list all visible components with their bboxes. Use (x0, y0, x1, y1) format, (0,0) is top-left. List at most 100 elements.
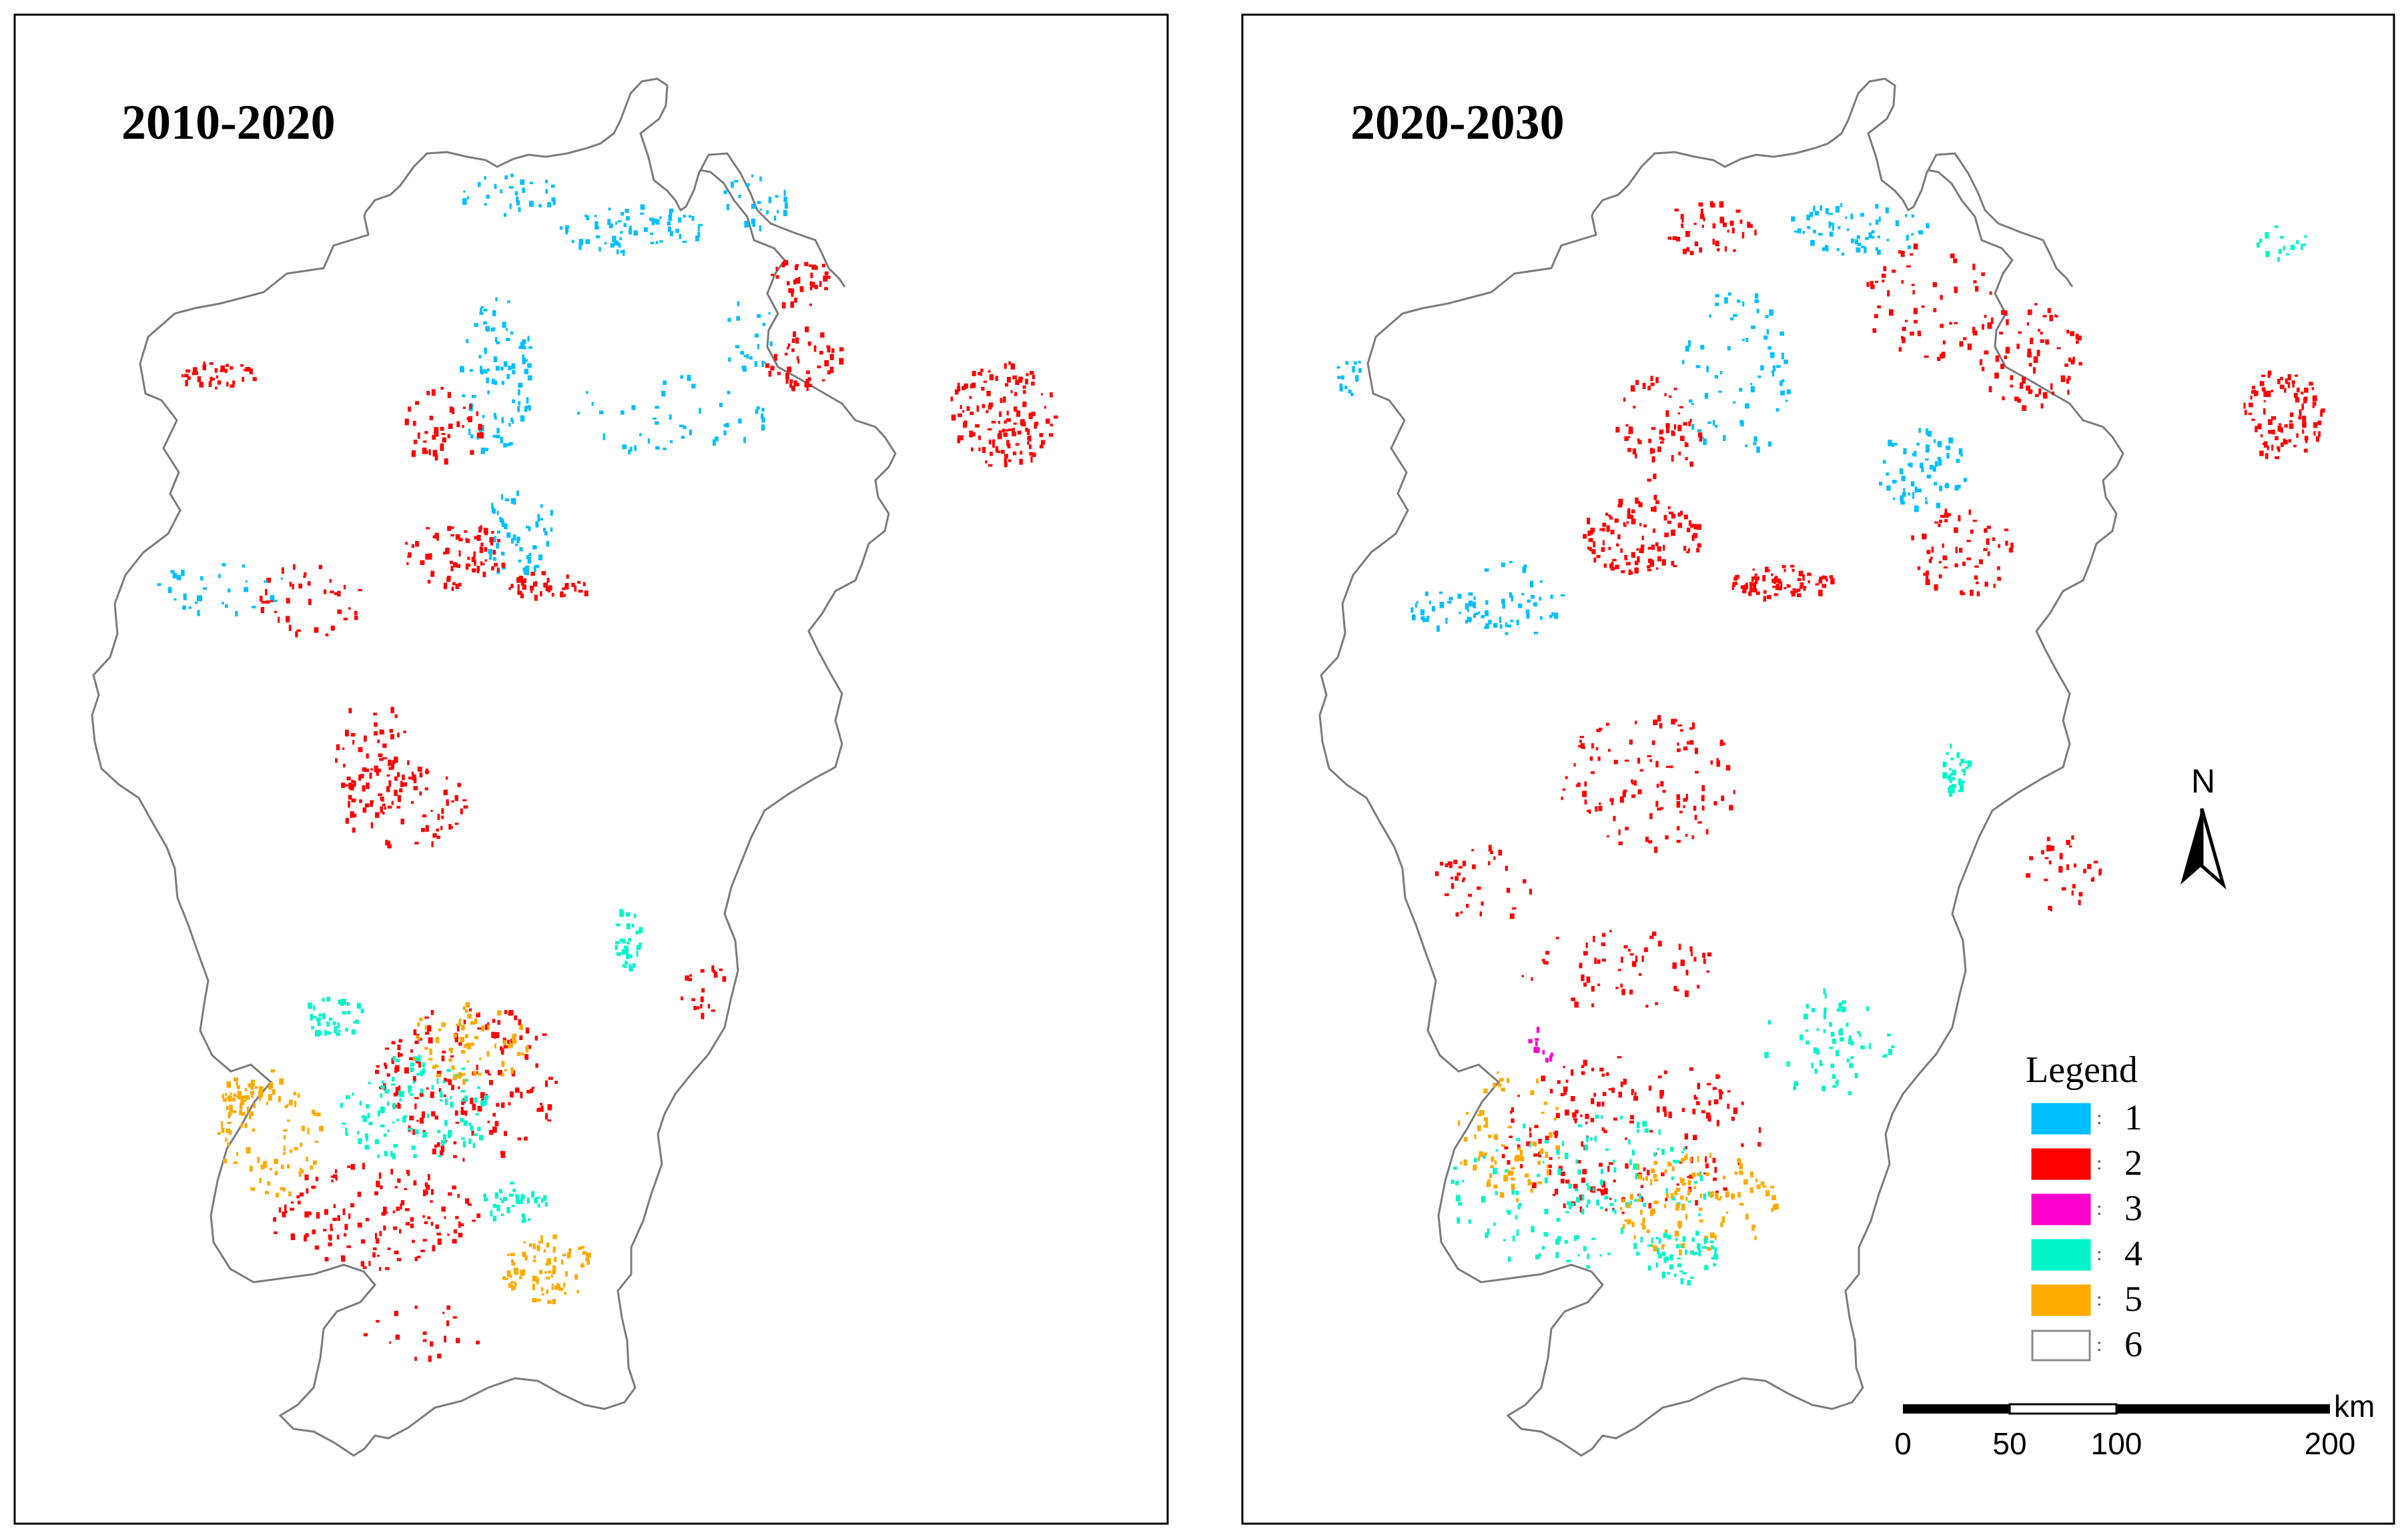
change-pixel (388, 759, 392, 766)
change-pixel (462, 1079, 466, 1085)
change-pixel (1829, 1047, 1834, 1049)
legend-separator: : (2096, 1243, 2102, 1265)
change-pixel (700, 969, 705, 973)
change-pixel (221, 1121, 224, 1128)
change-pixel (1754, 1235, 1757, 1240)
change-pixel (1648, 438, 1651, 444)
change-pixel (511, 1037, 516, 1041)
change-pixel (1733, 790, 1735, 795)
change-pixel (663, 380, 667, 385)
change-pixel (1704, 393, 1709, 399)
change-pixel (1889, 309, 1894, 316)
change-pixel (290, 1201, 294, 1204)
change-pixel (470, 450, 474, 455)
change-pixel (1635, 1173, 1638, 1179)
change-pixel (424, 1016, 429, 1019)
change-pixel (1503, 1239, 1506, 1241)
change-pixel (659, 240, 663, 243)
change-pixel (400, 819, 404, 825)
change-pixel (766, 209, 769, 215)
change-pixel (517, 406, 520, 412)
change-pixel (1487, 1228, 1490, 1235)
change-pixel (1543, 1101, 1548, 1105)
change-pixel (1633, 1163, 1637, 1170)
change-pixel (392, 1056, 396, 1061)
change-pixel (2285, 253, 2289, 255)
change-pixel (1608, 748, 1611, 752)
change-pixel (1655, 1237, 1659, 1239)
change-pixel (538, 1241, 543, 1244)
change-pixel (236, 1085, 240, 1089)
change-pixel (1629, 1159, 1632, 1165)
change-pixel (2248, 412, 2253, 416)
change-pixel (2054, 314, 2057, 318)
change-pixel (1637, 757, 1641, 764)
change-pixel (1659, 1089, 1664, 1096)
change-pixel (1041, 440, 1046, 445)
change-pixel (377, 1254, 380, 1257)
change-pixel (534, 594, 538, 601)
change-pixel (335, 758, 338, 763)
change-pixel (1515, 1215, 1518, 1219)
change-pixel (449, 406, 454, 413)
change-pixel (1657, 546, 1661, 552)
change-pixel (1595, 1114, 1599, 1119)
change-pixel (1621, 570, 1625, 574)
change-pixel (1682, 360, 1685, 364)
change-pixel (1665, 410, 1669, 417)
change-pixel (791, 385, 795, 392)
change-pixel (494, 562, 498, 567)
change-pixel (540, 1235, 543, 1242)
change-pixel (1539, 596, 1541, 601)
change-pixel (1027, 428, 1030, 435)
change-pixel (1623, 789, 1627, 793)
change-pixel (226, 1128, 230, 1133)
change-pixel (999, 398, 1003, 404)
change-pixel (366, 1104, 370, 1109)
change-pixel (1593, 558, 1597, 563)
change-pixel (1719, 1195, 1723, 1199)
change-pixel (1637, 438, 1640, 442)
change-pixel (334, 592, 339, 595)
change-pixel (1679, 1249, 1682, 1255)
change-pixel (1483, 1088, 1488, 1093)
change-pixel (1926, 428, 1929, 436)
change-pixel (1606, 1072, 1609, 1076)
change-pixel (422, 1339, 427, 1342)
change-pixel (1017, 430, 1022, 435)
change-pixel (384, 1064, 388, 1069)
change-pixel (416, 1073, 420, 1075)
change-pixel (1723, 222, 1727, 227)
change-pixel (1699, 1175, 1703, 1181)
change-pixel (1458, 1120, 1461, 1126)
change-pixel (1439, 591, 1443, 594)
change-pixel (1959, 341, 1964, 347)
change-pixel (807, 377, 811, 382)
change-pixel (1510, 1110, 1513, 1114)
change-pixel (1473, 602, 1477, 608)
change-pixel (449, 826, 453, 829)
change-pixel (453, 1229, 457, 1233)
change-pixel (1563, 1065, 1565, 1069)
change-pixel (1652, 931, 1657, 936)
change-pixel (532, 545, 537, 550)
change-pixel (639, 433, 642, 437)
change-pixel (969, 430, 973, 438)
change-pixel (527, 1045, 532, 1049)
change-pixel (1642, 1177, 1645, 1181)
change-pixel (297, 1093, 300, 1098)
change-pixel (1484, 626, 1489, 629)
change-pixel (496, 510, 499, 516)
change-pixel (289, 582, 292, 587)
scale-bar-tick-label: 0 (1894, 1426, 1912, 1461)
change-pixel (719, 402, 723, 408)
change-pixel (1760, 365, 1764, 371)
change-pixel (1585, 1136, 1589, 1143)
change-pixel (1671, 514, 1676, 519)
change-pixel (1875, 219, 1879, 225)
change-pixel (1468, 618, 1472, 621)
change-pixel (1535, 1038, 1539, 1041)
change-pixel (458, 538, 463, 542)
change-pixel (1468, 893, 1472, 897)
change-pixel (450, 1101, 454, 1108)
